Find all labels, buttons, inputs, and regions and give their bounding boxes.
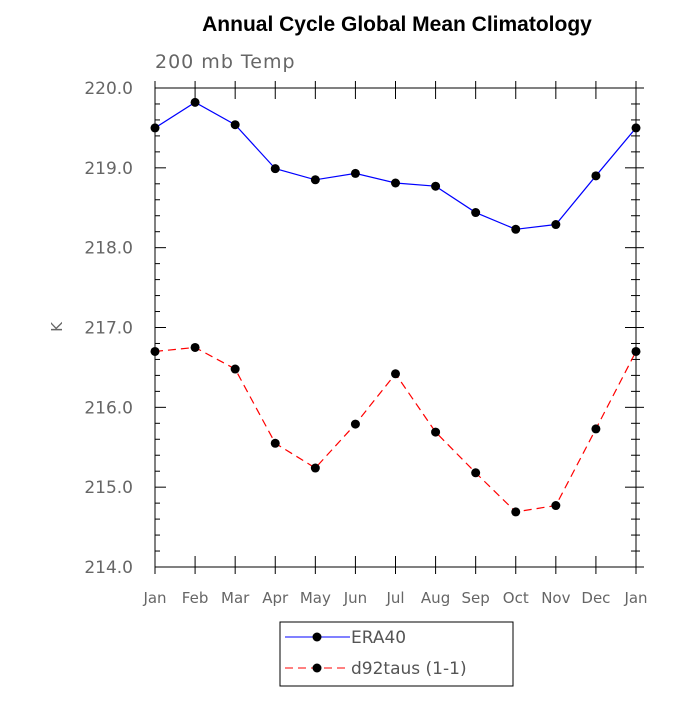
x-tick-label: Dec (581, 589, 610, 607)
series-0-point (511, 224, 521, 234)
series-1-point (190, 342, 200, 352)
series-1-point (310, 463, 320, 473)
legend-label-era40: ERA40 (351, 628, 406, 648)
series-0-point (190, 97, 200, 107)
x-tick-label: Jan (623, 589, 647, 607)
y-tick-label: 216.0 (84, 398, 133, 418)
axis-ticks: 214.0 215.0 216.0 217.0 218.0 219.0 220.0 Jan Fe… (84, 79, 647, 607)
legend-label-d92taus: d92taus (1-1) (351, 659, 467, 679)
series-1-point (591, 424, 601, 434)
series-0-point (431, 181, 441, 191)
legend-box (279, 621, 514, 687)
x-tick-label: Apr (262, 589, 289, 607)
x-tick-label: Jul (385, 589, 404, 607)
series-1-point (350, 419, 360, 429)
legend-marker-d92taus (312, 663, 322, 673)
x-tick-label: Sep (462, 589, 490, 607)
y-tick-label: 220.0 (84, 79, 133, 99)
y-tick-label: 215.0 (84, 478, 133, 498)
series-0-point (591, 171, 601, 181)
series-0-point (471, 208, 481, 218)
y-axis-label: K (48, 321, 66, 332)
series-1-point (230, 364, 240, 374)
x-tick-label: Aug (421, 589, 450, 607)
y-tick-label: 218.0 (84, 239, 133, 259)
y-tick-label: 214.0 (84, 558, 133, 578)
series-0-point (270, 164, 280, 174)
x-tick-label: Jun (343, 589, 367, 607)
legend-marker-era40 (312, 632, 322, 642)
series-layer (150, 97, 641, 517)
y-tick-label: 217.0 (84, 319, 133, 339)
legend: ERA40 d92taus (1-1) (279, 621, 514, 687)
series-0-point (391, 178, 400, 188)
series-1-point (431, 427, 441, 437)
series-1-point (551, 501, 561, 511)
x-tick-label: May (300, 589, 331, 607)
series-1-point (511, 507, 521, 517)
series-0-point (551, 220, 561, 230)
x-tick-label: Nov (541, 589, 570, 607)
plot-frame (154, 87, 637, 568)
series-1-point (391, 369, 400, 379)
chart-subtitle: 200 mb Temp (155, 51, 296, 73)
series-0-point (310, 175, 320, 185)
x-tick-label: Mar (221, 589, 250, 607)
chart-title: Annual Cycle Global Mean Climatology (202, 13, 592, 36)
series-0-point (350, 168, 360, 178)
series-1-point (471, 468, 481, 478)
series-0-point (230, 120, 240, 130)
x-tick-label: Jan (142, 589, 166, 607)
series-line-0 (154, 101, 637, 230)
x-tick-label: Feb (182, 589, 209, 607)
y-tick-label: 219.0 (84, 159, 133, 179)
x-tick-label: Oct (503, 589, 529, 607)
series-1-point (270, 438, 280, 448)
